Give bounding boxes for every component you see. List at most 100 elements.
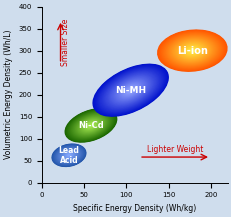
Ellipse shape	[125, 87, 135, 94]
Ellipse shape	[162, 33, 221, 68]
Ellipse shape	[61, 150, 76, 160]
Ellipse shape	[109, 75, 152, 105]
Ellipse shape	[76, 116, 105, 135]
Ellipse shape	[99, 69, 161, 112]
Ellipse shape	[169, 37, 214, 64]
Ellipse shape	[187, 48, 196, 53]
Ellipse shape	[67, 154, 70, 156]
Ellipse shape	[62, 151, 75, 160]
Ellipse shape	[57, 148, 80, 163]
Text: Smaller Size: Smaller Size	[61, 18, 70, 66]
Ellipse shape	[59, 149, 78, 161]
Ellipse shape	[83, 120, 98, 130]
Ellipse shape	[64, 152, 73, 158]
Ellipse shape	[61, 150, 77, 161]
Ellipse shape	[161, 33, 222, 69]
Ellipse shape	[72, 113, 109, 137]
Ellipse shape	[54, 146, 83, 165]
Ellipse shape	[167, 36, 216, 65]
Ellipse shape	[167, 36, 216, 66]
Ellipse shape	[173, 40, 210, 61]
Ellipse shape	[78, 117, 103, 133]
Ellipse shape	[94, 65, 167, 115]
Ellipse shape	[190, 50, 193, 52]
Ellipse shape	[67, 110, 114, 141]
Ellipse shape	[86, 122, 95, 128]
Ellipse shape	[171, 38, 212, 63]
Ellipse shape	[181, 44, 202, 57]
Ellipse shape	[69, 111, 112, 140]
Ellipse shape	[66, 153, 72, 157]
Ellipse shape	[60, 150, 77, 161]
Ellipse shape	[184, 46, 199, 55]
Ellipse shape	[90, 125, 91, 126]
Ellipse shape	[119, 82, 141, 98]
Ellipse shape	[56, 147, 82, 164]
Ellipse shape	[127, 88, 133, 92]
Ellipse shape	[67, 110, 114, 140]
Ellipse shape	[80, 119, 101, 132]
Ellipse shape	[70, 112, 111, 139]
Ellipse shape	[60, 150, 77, 161]
Ellipse shape	[191, 50, 192, 51]
Ellipse shape	[57, 147, 81, 163]
Ellipse shape	[104, 72, 156, 108]
Ellipse shape	[116, 81, 144, 100]
Ellipse shape	[59, 149, 79, 162]
Ellipse shape	[89, 124, 92, 127]
Ellipse shape	[68, 155, 70, 156]
Ellipse shape	[182, 45, 201, 56]
Ellipse shape	[110, 77, 150, 104]
Ellipse shape	[174, 40, 209, 61]
Ellipse shape	[87, 123, 94, 127]
Ellipse shape	[81, 119, 100, 132]
Ellipse shape	[159, 31, 224, 70]
Ellipse shape	[178, 43, 205, 59]
Ellipse shape	[176, 41, 207, 60]
Ellipse shape	[66, 110, 115, 141]
Ellipse shape	[63, 152, 74, 159]
Ellipse shape	[113, 79, 147, 102]
Ellipse shape	[57, 148, 80, 163]
Ellipse shape	[121, 84, 140, 97]
Ellipse shape	[129, 90, 131, 91]
Ellipse shape	[111, 77, 149, 103]
Text: Ni-MH: Ni-MH	[115, 86, 146, 95]
Ellipse shape	[128, 89, 132, 92]
Ellipse shape	[103, 71, 157, 109]
Ellipse shape	[66, 109, 116, 142]
Ellipse shape	[106, 73, 154, 107]
Ellipse shape	[160, 32, 223, 70]
Ellipse shape	[84, 121, 98, 130]
Ellipse shape	[175, 41, 208, 60]
Ellipse shape	[185, 46, 198, 55]
Ellipse shape	[179, 43, 204, 58]
Ellipse shape	[55, 146, 83, 165]
Ellipse shape	[161, 32, 222, 69]
Ellipse shape	[71, 112, 110, 138]
Ellipse shape	[55, 146, 82, 164]
Ellipse shape	[98, 68, 162, 112]
Ellipse shape	[117, 81, 143, 99]
Ellipse shape	[97, 67, 164, 113]
Ellipse shape	[126, 88, 134, 93]
Ellipse shape	[65, 153, 73, 158]
Ellipse shape	[73, 114, 108, 137]
Ellipse shape	[70, 112, 112, 139]
Ellipse shape	[115, 80, 145, 101]
Ellipse shape	[100, 69, 160, 111]
Ellipse shape	[63, 151, 75, 159]
Ellipse shape	[65, 153, 72, 158]
Ellipse shape	[66, 154, 71, 157]
Ellipse shape	[158, 31, 225, 71]
Ellipse shape	[55, 146, 82, 164]
Ellipse shape	[170, 38, 213, 63]
Ellipse shape	[78, 117, 103, 134]
Ellipse shape	[108, 75, 152, 106]
Text: Ni-Cd: Ni-Cd	[78, 121, 103, 130]
Ellipse shape	[118, 82, 142, 99]
Ellipse shape	[79, 118, 102, 133]
Ellipse shape	[82, 120, 99, 131]
Ellipse shape	[80, 118, 101, 132]
Ellipse shape	[114, 79, 146, 101]
